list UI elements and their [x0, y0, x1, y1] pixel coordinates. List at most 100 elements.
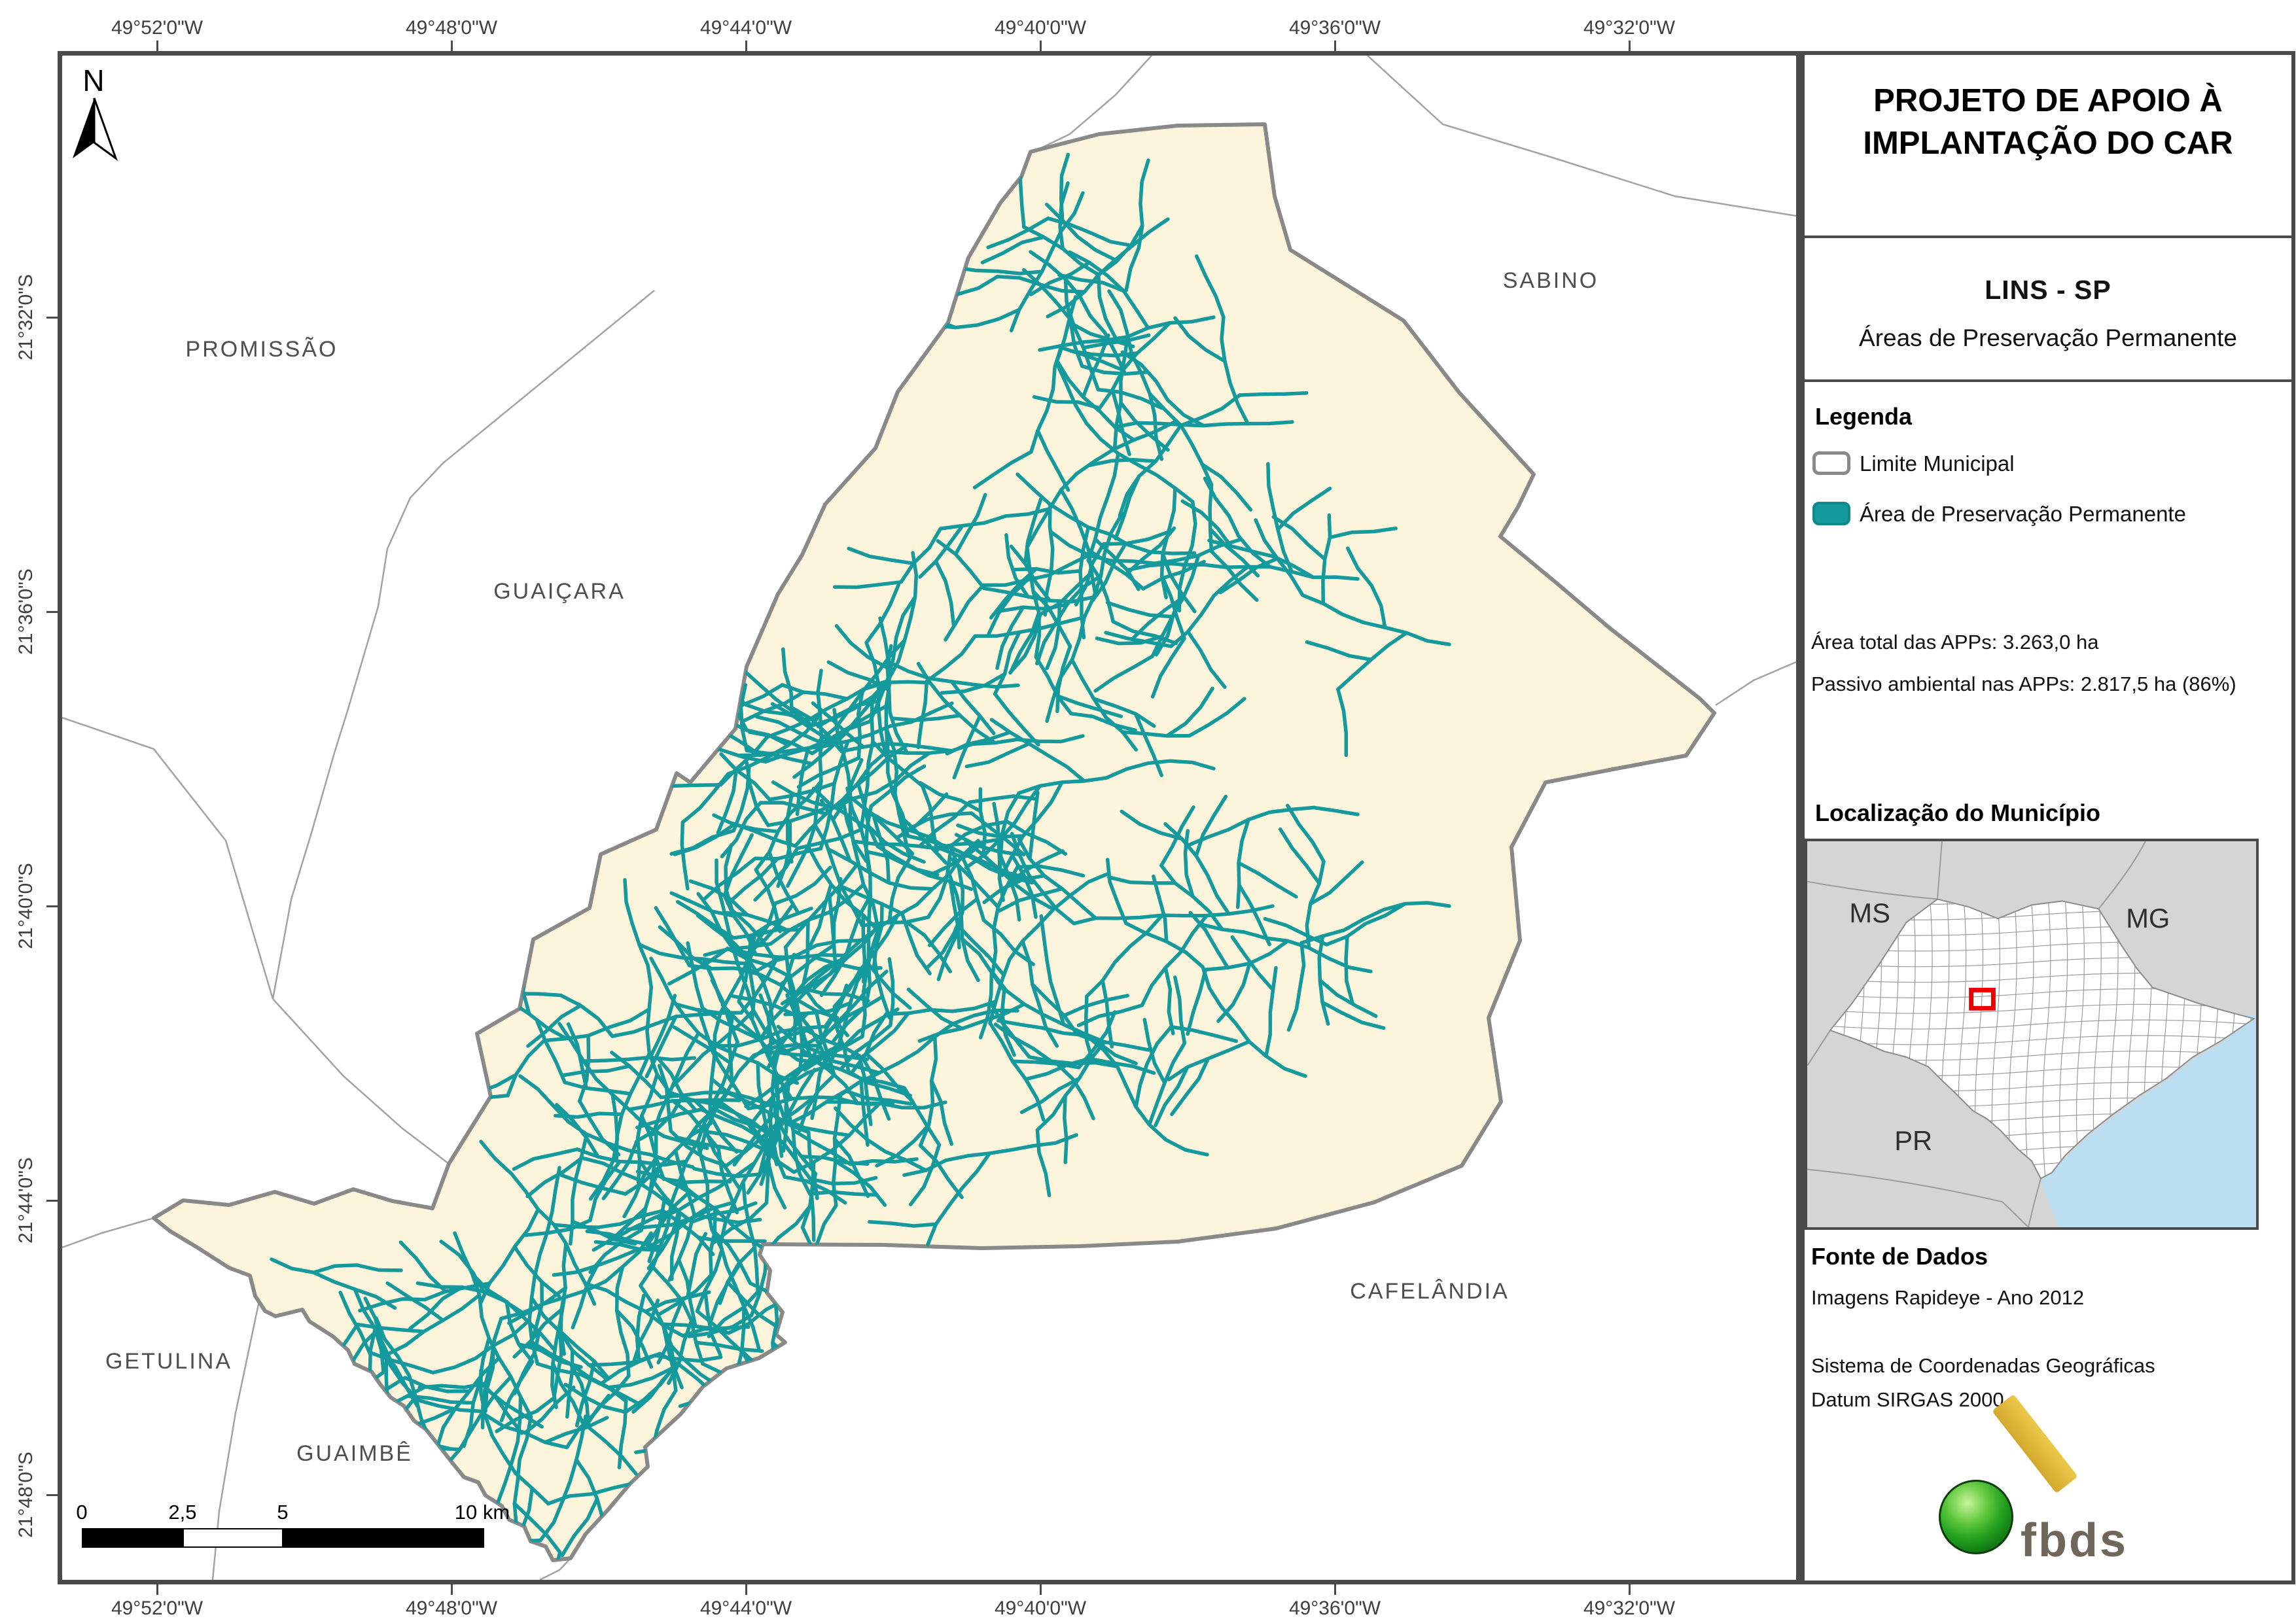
stream — [813, 956, 883, 971]
stream — [1069, 321, 1135, 349]
municipality-title: LINS - SP — [1985, 275, 2111, 305]
stream — [1147, 1041, 1187, 1126]
stream — [872, 816, 891, 885]
stream — [673, 822, 736, 856]
stream — [512, 1147, 579, 1171]
state-border-line — [1807, 1030, 1831, 1066]
stream — [563, 1382, 627, 1414]
stream — [801, 918, 810, 988]
stream — [660, 1322, 731, 1335]
stream — [762, 1459, 822, 1499]
stream — [989, 1001, 1031, 1059]
stream — [1120, 730, 1192, 738]
stream — [687, 964, 758, 973]
stream — [814, 1009, 836, 1077]
stream — [578, 1099, 621, 1157]
stream — [1032, 395, 1102, 410]
stream — [1097, 273, 1118, 341]
stream — [764, 1134, 773, 1205]
stream — [779, 1499, 850, 1509]
stream — [415, 1398, 485, 1414]
stream — [772, 1052, 787, 1122]
location-heading: Localização do Município — [1815, 799, 2101, 826]
stream — [1090, 542, 1128, 603]
stream — [1010, 854, 1038, 919]
stream — [680, 772, 730, 824]
stream — [1148, 392, 1214, 487]
stream — [1039, 914, 1066, 1026]
stream — [749, 906, 813, 938]
stream — [999, 602, 1069, 613]
stream — [803, 1034, 864, 1072]
stream — [780, 683, 849, 701]
scale-label: 5 — [277, 1501, 289, 1524]
stream — [947, 872, 980, 983]
neighbor-boundary-line — [62, 1217, 154, 1249]
stream — [500, 1570, 513, 1580]
stream — [832, 580, 903, 589]
stream — [607, 1539, 678, 1546]
stream — [961, 937, 1006, 992]
longitude-label: 49°44'0"W — [699, 1597, 792, 1619]
stream — [1068, 250, 1150, 330]
stream — [1159, 805, 1195, 867]
stream — [934, 559, 956, 627]
stream — [702, 1129, 770, 1153]
stream — [756, 1061, 769, 1175]
stream — [627, 686, 697, 699]
location-inset-map: MS MG PR — [1805, 839, 2259, 1230]
stream — [1036, 428, 1070, 492]
stream — [699, 1407, 779, 1457]
stream — [718, 1246, 757, 1305]
stream — [993, 630, 1021, 696]
latitude-label: 21°36'0"S — [15, 568, 37, 655]
divider — [1805, 379, 2291, 382]
state-label: MG — [2126, 903, 2170, 934]
stream — [610, 1051, 663, 1100]
stream — [807, 882, 833, 949]
stream — [1237, 861, 1298, 899]
stream — [704, 1129, 741, 1191]
stream — [1161, 551, 1197, 614]
stream — [1105, 858, 1128, 926]
state-border-line — [1807, 1168, 2029, 1227]
stream — [1017, 759, 1216, 795]
stream — [1238, 391, 1309, 397]
stream — [601, 1139, 639, 1200]
stream — [1055, 361, 1195, 504]
stream — [1186, 968, 1208, 1036]
neighbor-boundary-line — [62, 716, 274, 1000]
neighbor-boundary-line — [1715, 661, 1796, 707]
stream — [868, 1219, 938, 1228]
stream — [718, 1242, 761, 1351]
stream — [1271, 515, 1327, 561]
legend-item: Limite Municipal — [1812, 450, 2284, 479]
stream — [964, 784, 1042, 870]
stream — [1305, 640, 1373, 662]
neighbor-boundary-line — [272, 290, 655, 1000]
stream — [1301, 593, 1451, 646]
stream — [654, 729, 725, 742]
stream — [512, 1501, 562, 1554]
stream — [783, 1117, 851, 1138]
stream — [1119, 401, 1170, 452]
stream — [1324, 901, 1407, 947]
stream — [1017, 837, 1098, 920]
stream — [635, 1170, 700, 1200]
stream — [633, 1481, 698, 1512]
stream — [764, 1142, 787, 1210]
stream — [928, 897, 980, 947]
state-label: PR — [1894, 1125, 1932, 1156]
stream — [443, 1374, 513, 1469]
stream — [398, 1240, 448, 1293]
stream — [800, 1373, 870, 1387]
stream — [864, 1051, 915, 1104]
stream — [662, 1177, 732, 1184]
project-title-line1: PROJETO DE APOIO À — [1873, 83, 2223, 118]
stream — [809, 1409, 879, 1417]
stream — [651, 1031, 701, 1136]
stream — [1276, 486, 1332, 532]
stream — [940, 672, 1007, 695]
stream — [1097, 321, 1172, 410]
stream — [1023, 497, 1043, 566]
